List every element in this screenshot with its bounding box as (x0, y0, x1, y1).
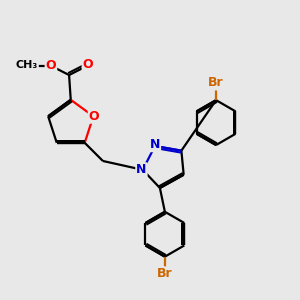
Text: Br: Br (157, 267, 173, 280)
Text: O: O (89, 110, 99, 123)
Text: Br: Br (208, 76, 224, 89)
Text: O: O (82, 58, 93, 71)
Text: CH₃: CH₃ (16, 60, 38, 70)
Text: N: N (150, 138, 160, 151)
Text: N: N (136, 163, 147, 176)
Text: O: O (46, 59, 56, 72)
